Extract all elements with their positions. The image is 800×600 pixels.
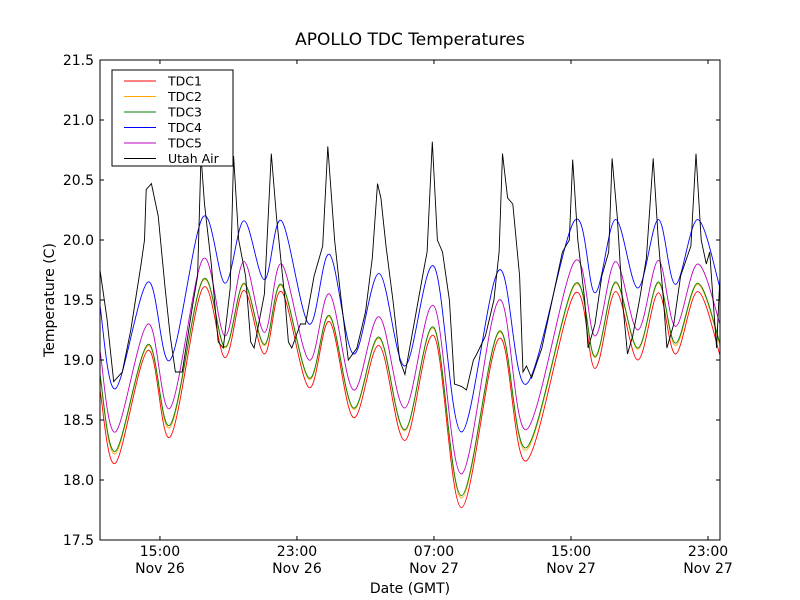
x-tick-label-time: 23:00 <box>688 544 728 560</box>
y-tick-label: 19.0 <box>63 353 94 369</box>
y-tick-label: 19.5 <box>63 293 94 309</box>
x-tick-label-date: Nov 26 <box>272 561 322 577</box>
y-axis-title: Temperature (C) <box>42 243 58 358</box>
x-tick-label-date: Nov 27 <box>409 561 459 577</box>
legend-label: TDC2 <box>167 89 202 104</box>
legend-label: TDC1 <box>167 74 202 89</box>
series-line-tdc2 <box>99 278 721 499</box>
y-tick-label: 20.0 <box>63 233 94 249</box>
series-line-tdc5 <box>99 257 721 475</box>
x-tick-label-date: Nov 27 <box>546 561 596 577</box>
y-tick-label: 21.5 <box>63 53 94 69</box>
legend-box <box>111 69 234 167</box>
y-tick-label: 18.5 <box>63 413 94 429</box>
x-tick-label-time: 15:00 <box>140 544 180 560</box>
legend-label: TDC3 <box>167 105 202 120</box>
series-line-tdc1 <box>99 286 721 509</box>
x-axis-title: Date (GMT) <box>370 581 450 597</box>
x-tick-label-time: 23:00 <box>277 544 317 560</box>
series-line-tdc4 <box>99 215 721 433</box>
ticks-layer: 17.5 18.0 18.5 19.0 19.5 20.0 20.5 21.0 21.5 15:0… <box>63 53 733 577</box>
y-tick-label: 20.5 <box>63 173 94 189</box>
y-tick-label: 17.5 <box>63 533 94 549</box>
legend-label: TDC5 <box>167 136 202 151</box>
series-line-tdc3 <box>99 277 721 497</box>
y-tick-label: 18.0 <box>63 473 94 489</box>
x-tick-label-time: 07:00 <box>414 544 454 560</box>
series-layer <box>99 141 721 509</box>
x-tick-label-time: 15:00 <box>551 544 591 560</box>
series-line-utah-air <box>99 141 721 391</box>
legend-label: TDC4 <box>167 120 202 135</box>
x-tick-label-date: Nov 27 <box>683 561 733 577</box>
x-tick-label-date: Nov 26 <box>135 561 185 577</box>
chart-title: APOLLO TDC Temperatures <box>295 30 525 50</box>
legend-label: Utah Air <box>168 151 220 166</box>
y-tick-label: 21.0 <box>63 113 94 129</box>
